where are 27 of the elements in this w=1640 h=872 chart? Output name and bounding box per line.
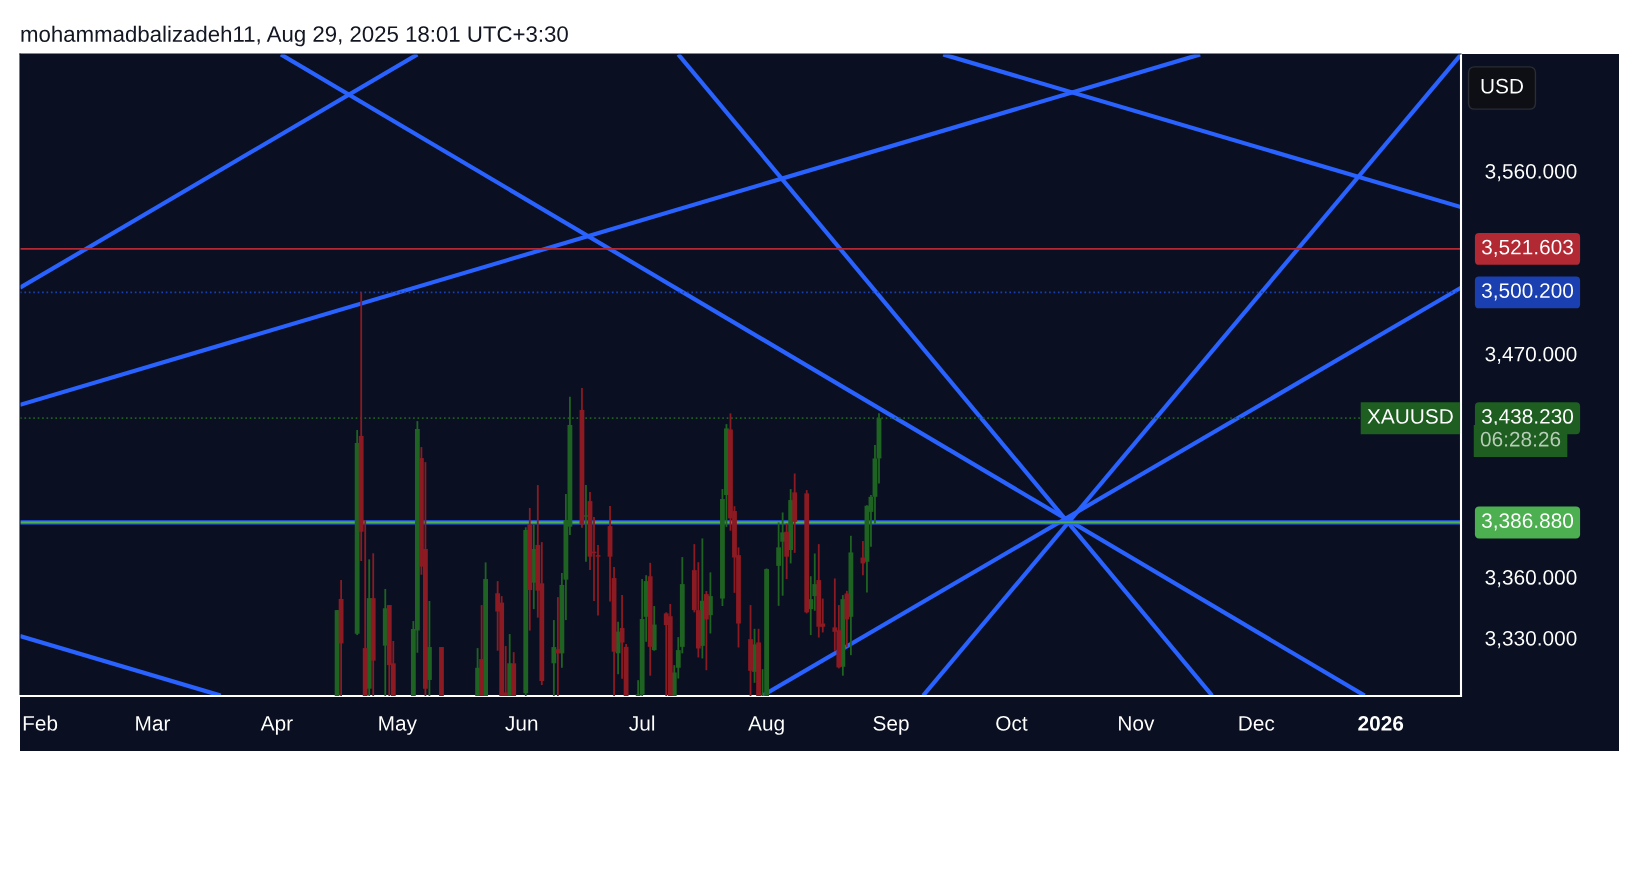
x-tick-label: Apr bbox=[260, 716, 293, 735]
x-tick-label: Oct bbox=[996, 715, 1028, 731]
y-tick-label: 3,330.000 bbox=[1485, 630, 1577, 649]
x-tick-label: Feb bbox=[23, 715, 58, 731]
candlestick bbox=[555, 596, 561, 696]
chart-title: mohammadbalizadeh11, Aug 29, 2025 18:01 UTC+3:30 bbox=[21, 25, 568, 47]
x-tick-label: Jul bbox=[629, 715, 655, 731]
x-tick-label: 2026 bbox=[1358, 715, 1404, 731]
x-tick-label: Nov bbox=[1119, 716, 1155, 731]
x-tick-label: Mar bbox=[136, 716, 171, 731]
x-tick-label: Aug bbox=[748, 716, 784, 735]
x-tick-label: Dec bbox=[1239, 716, 1275, 731]
ref-line-label: 3,521.603 bbox=[1481, 239, 1573, 257]
y-tick-label: 3,470.000 bbox=[1485, 346, 1577, 364]
y-tick-label: 3,560.000 bbox=[1485, 163, 1577, 182]
ref-line-label: 3,386.880 bbox=[1481, 513, 1574, 531]
ref-line-label: 3,500.200 bbox=[1481, 283, 1574, 301]
candlestick bbox=[583, 484, 589, 563]
x-tick-label: Sep bbox=[873, 715, 909, 735]
y-tick-label: 3,360.000 bbox=[1485, 570, 1577, 588]
candlestick bbox=[551, 619, 557, 696]
x-tick-label: May bbox=[379, 716, 417, 735]
ref-line-label: 3,438.230 bbox=[1481, 409, 1574, 427]
text: USD bbox=[1481, 78, 1523, 94]
annotation: XAUUSD bbox=[1367, 409, 1453, 424]
x-tick-label: Jun bbox=[505, 716, 538, 731]
text: 06:28:26 bbox=[1480, 431, 1561, 447]
